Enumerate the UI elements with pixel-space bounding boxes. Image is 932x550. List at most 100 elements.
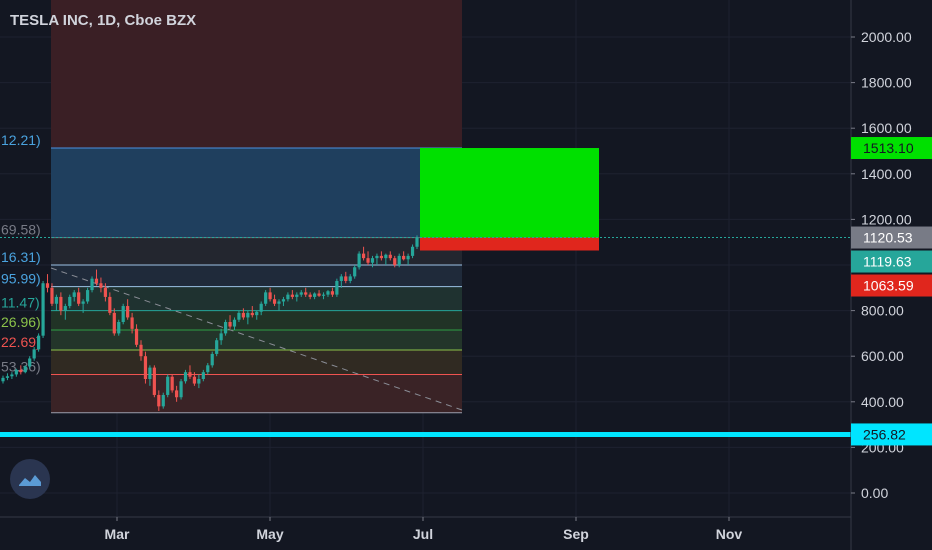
- candle-body: [103, 287, 107, 297]
- candle-body: [85, 290, 90, 302]
- candle-body: [134, 328, 139, 345]
- candle-body: [72, 292, 76, 297]
- candle-body: [45, 283, 50, 288]
- candle-body: [219, 333, 223, 341]
- candle-body: [215, 340, 219, 354]
- candle-body: [94, 278, 99, 284]
- candle-body: [179, 381, 183, 398]
- candle-body: [112, 312, 116, 334]
- candle-body: [281, 299, 286, 302]
- candle-body: [326, 291, 330, 295]
- fib-level-label: 95.99): [1, 271, 41, 287]
- fib-zone-band: [51, 374, 462, 413]
- fib-level-label: 22.69): [1, 334, 41, 350]
- price-tick-label: 1600.00: [861, 120, 912, 136]
- candle-body: [206, 365, 210, 373]
- price-label-stop: [851, 274, 932, 297]
- chart-title: TESLA INC, 1D, Cboe BZX: [10, 12, 197, 29]
- candle-body: [148, 367, 152, 379]
- fib-zone-band: [51, 265, 462, 287]
- candle-body: [121, 306, 125, 322]
- price-label-text: 1119.63: [863, 254, 912, 270]
- candle-body: [232, 319, 237, 327]
- price-tick-label: 600.00: [861, 348, 904, 364]
- candle-body: [1, 377, 5, 382]
- candle-body: [117, 322, 121, 334]
- fib-zone-band: [51, 148, 462, 238]
- candle-body: [19, 369, 23, 373]
- candle-body: [290, 294, 294, 297]
- candle-body: [402, 255, 406, 260]
- candle-body: [250, 312, 254, 316]
- candle-body: [5, 376, 10, 378]
- candle-body: [393, 258, 397, 265]
- position-stop-zone: [420, 237, 599, 251]
- candle-body: [50, 287, 54, 304]
- time-tick-label: Sep: [563, 526, 589, 542]
- candle-body: [237, 312, 241, 320]
- candle-body: [81, 301, 85, 304]
- candle-body: [317, 293, 321, 296]
- candle-body: [157, 394, 161, 407]
- candle-body: [348, 276, 352, 281]
- candle-body: [321, 294, 326, 296]
- candle-body: [255, 311, 259, 316]
- candle-body: [335, 280, 339, 295]
- candle-body: [59, 296, 63, 311]
- candle-body: [170, 376, 174, 391]
- candle-body: [330, 291, 335, 295]
- candle-body: [143, 356, 148, 379]
- price-tick-label: 400.00: [861, 394, 904, 410]
- candle-body: [370, 258, 375, 263]
- candle-body: [201, 372, 205, 379]
- price-tick-label: 800.00: [861, 303, 904, 319]
- candle-body: [268, 292, 272, 300]
- candle-body: [375, 255, 379, 259]
- candle-body: [410, 246, 415, 256]
- time-tick-label: Jul: [413, 526, 433, 542]
- candle-body: [130, 317, 134, 329]
- time-tick-label: Mar: [105, 526, 130, 542]
- candle-body: [63, 306, 67, 311]
- fib-level-label: 16.31): [1, 249, 41, 265]
- candle-body: [228, 322, 232, 327]
- candle-body: [241, 312, 245, 318]
- candle-body: [197, 379, 201, 384]
- candle-body: [223, 322, 228, 334]
- tradingview-cloud-icon[interactable]: [10, 459, 50, 499]
- candle-body: [295, 294, 299, 297]
- candle-body: [183, 372, 188, 382]
- candle-body: [14, 369, 18, 375]
- candle-body: [54, 296, 59, 304]
- candle-body: [313, 293, 317, 297]
- price-tick-label: 2000.00: [861, 29, 912, 45]
- candle-body: [397, 255, 401, 265]
- candle-body: [384, 254, 388, 259]
- candle-body: [126, 306, 130, 318]
- candle-body: [175, 390, 179, 398]
- candle-body: [415, 237, 419, 247]
- fib-zone-band: [51, 310, 462, 330]
- fib-zone-top: [51, 0, 462, 149]
- cloud-icon-glyph: [19, 475, 41, 486]
- fib-zone-band: [51, 350, 462, 375]
- candle-body: [379, 255, 383, 259]
- candle-body: [161, 394, 165, 407]
- fib-zone-band: [51, 329, 462, 351]
- candle-body: [277, 301, 281, 304]
- candle-body: [166, 376, 170, 395]
- price-tick-label: 0.00: [861, 485, 888, 501]
- time-tick-label: Nov: [716, 526, 743, 542]
- fib-zone-band: [51, 286, 462, 311]
- candle-body: [68, 296, 72, 307]
- price-label-entry: [851, 250, 932, 273]
- candle-body: [344, 276, 348, 281]
- candle-body: [246, 312, 250, 318]
- fib-level-label: 26.96): [1, 314, 41, 330]
- candle-body: [37, 335, 41, 350]
- candle-body: [357, 253, 361, 268]
- candle-body: [99, 283, 103, 288]
- price-label-current: [851, 226, 932, 249]
- candle-body: [10, 374, 14, 377]
